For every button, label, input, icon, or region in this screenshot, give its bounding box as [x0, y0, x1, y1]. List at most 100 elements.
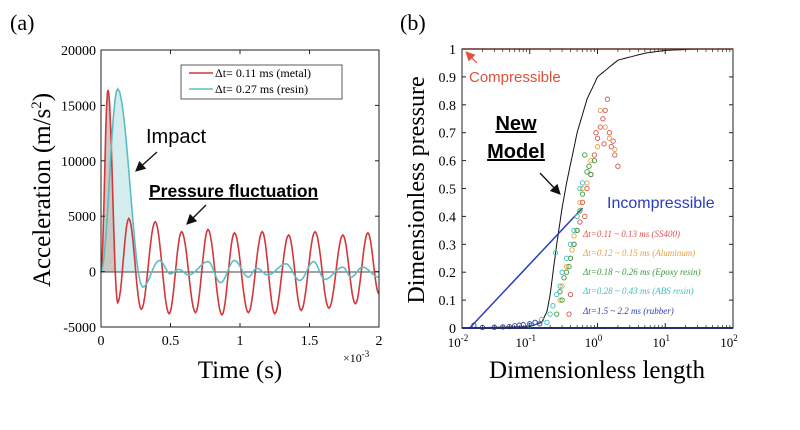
x-tick-label-b: 102 [720, 333, 738, 350]
scatter-point-series-2 [579, 191, 586, 197]
scatter-point-series-2 [559, 297, 565, 303]
x-multiplier: ×10-3 [343, 349, 370, 365]
annotation-new-model-line1: New [495, 113, 537, 135]
legend-label-resin: Δt= 0.27 ms (resin) [215, 82, 308, 96]
annotation-impact: Impact [146, 126, 206, 148]
scatter-point-series-0 [582, 213, 588, 220]
scatter-point-series-3 [539, 316, 545, 323]
legend-label-series-0: Δt=0.11 ~ 0.13 ms (SS400) [582, 229, 680, 239]
scatter-point-series-4 [506, 323, 513, 330]
scatter-point-series-3 [552, 250, 559, 256]
annotation-new-model-line2: Model [487, 141, 545, 163]
x-tick-label-b: 10-1 [516, 333, 537, 350]
y-tick-label-b: 1 [449, 43, 456, 58]
impact-shading [101, 88, 137, 272]
shaded-area-0 [101, 89, 115, 272]
legend-a: Δt= 0.11 ms (metal) Δt= 0.27 ms (resin) [180, 64, 343, 100]
scatter-point-series-1 [579, 185, 586, 192]
scatter-point-series-0 [567, 291, 574, 298]
scatter-point-series-1 [602, 124, 608, 130]
scatter-point-series-3 [574, 213, 580, 220]
legend-label-series-3: Δt=0.28 ~ 0.43 ms (ABS resin) [582, 286, 694, 296]
scatter-point-series-0 [604, 96, 611, 102]
scatter-point-series-2 [582, 152, 588, 158]
x-tick-label-a: 1.5 [301, 334, 319, 349]
scatter-point-series-4 [471, 322, 477, 328]
scatter-point-series-0 [584, 185, 590, 192]
scatter-point-series-3 [579, 180, 586, 186]
scatter-point-series-3 [567, 241, 574, 247]
scatter-point-series-1 [584, 180, 590, 186]
scatter-point-series-3 [577, 185, 583, 192]
scatter-point-series-2 [571, 241, 577, 247]
y-tick-label-b: 0.2 [439, 266, 457, 281]
series-line-resin [100, 87, 380, 289]
scatter-point-series-1 [588, 157, 594, 164]
y-tick-label-b: 0.1 [439, 294, 457, 309]
arrow-new-model [539, 172, 561, 195]
legend-label-metal: Δt= 0.11 ms (metal) [215, 66, 311, 80]
scatter-point-series-0 [593, 130, 599, 136]
incompressible-line [469, 207, 584, 329]
scatter-point-series-0 [591, 152, 598, 158]
scatter-point-series-0 [579, 199, 586, 206]
scatter-point-series-2 [586, 163, 592, 169]
scatter-point-series-0 [600, 116, 606, 122]
scatter-point-series-2 [567, 255, 574, 261]
arrow-impact [135, 151, 158, 172]
legend-label-series-2: Δt=0.18 ~ 0.26 ms (Epoxy resin) [582, 267, 701, 277]
scatter-point-series-2 [574, 227, 580, 234]
scatter-point-series-2 [584, 169, 590, 175]
legend-b: Δt=0.11 ~ 0.13 ms (SS400) Δt=0.12 ~ 0.15 … [582, 229, 701, 316]
scatter-point-series-0 [594, 135, 601, 141]
scatter-point-series-1 [557, 297, 563, 303]
scatter-point-series-0 [602, 107, 608, 114]
y-tick-label-b: 0.4 [439, 210, 457, 225]
x-tick-label-a: 0 [98, 334, 105, 349]
y-tick-label-b: 0.6 [439, 155, 457, 170]
scatter-point-series-2 [566, 263, 572, 270]
y-tick-label-a: 20000 [61, 44, 96, 59]
annotation-pressure-fluctuation: Pressure fluctuation [149, 181, 318, 201]
y-tick-label-b: 0.5 [439, 183, 457, 198]
y-tick-label-b: 0 [449, 322, 456, 337]
scatter-point-series-3 [547, 311, 553, 317]
y-tick-label-a: 0 [89, 266, 96, 281]
y-tick-label-a: 5000 [68, 210, 96, 225]
scatter-point-series-4 [500, 324, 506, 330]
annotation-compressible: Compressible [469, 69, 561, 86]
ticks-b: 10-2 10-1 100 101 102 0 0.1 0.2 0.3 0.4 0.5 0.6 0.7 0… [439, 43, 738, 350]
legend-label-series-1: Δt=0.12 ~ 0.15 ms (Aluminum) [582, 248, 695, 258]
y-tick-label-b: 0.8 [439, 99, 457, 114]
annotation-incompressible: Incompressible [607, 195, 715, 212]
scatter-point-series-3 [554, 291, 560, 298]
scatter-point-series-3 [571, 227, 577, 234]
scatter-points [471, 96, 621, 331]
scatter-point-series-0 [612, 152, 618, 158]
scatter-point-series-3 [557, 283, 563, 289]
x-tick-label-b: 10-2 [448, 333, 469, 350]
scatter-point-series-1 [577, 199, 583, 206]
scatter-point-series-1 [612, 146, 618, 153]
scatter-point-series-1 [594, 144, 601, 150]
x-tick-label-b: 101 [653, 333, 671, 350]
panel-a-label: (a) [10, 10, 34, 35]
scatter-point-series-2 [557, 289, 563, 295]
scatter-point-series-3 [563, 255, 570, 261]
scatter-point-series-4 [532, 319, 538, 326]
scatter-point-series-1 [597, 107, 603, 114]
scatter-point-series-1 [559, 283, 565, 289]
scatter-point-series-3 [550, 303, 556, 309]
scatter-point-series-1 [571, 233, 577, 239]
x-axis-label-a: Time (s) [198, 357, 283, 384]
y-tick-label-a: -5000 [63, 321, 96, 336]
scatter-point-series-2 [554, 311, 560, 317]
x-tick-label-b: 100 [585, 333, 603, 350]
scatter-point-series-0 [577, 219, 583, 225]
scatter-point-series-2 [563, 269, 570, 275]
scatter-point-series-0 [601, 141, 607, 147]
y-axis-label-b: Dimensionless pressure [404, 76, 430, 303]
scatter-point-series-0 [566, 311, 572, 317]
scatter-point-series-0 [615, 163, 621, 169]
